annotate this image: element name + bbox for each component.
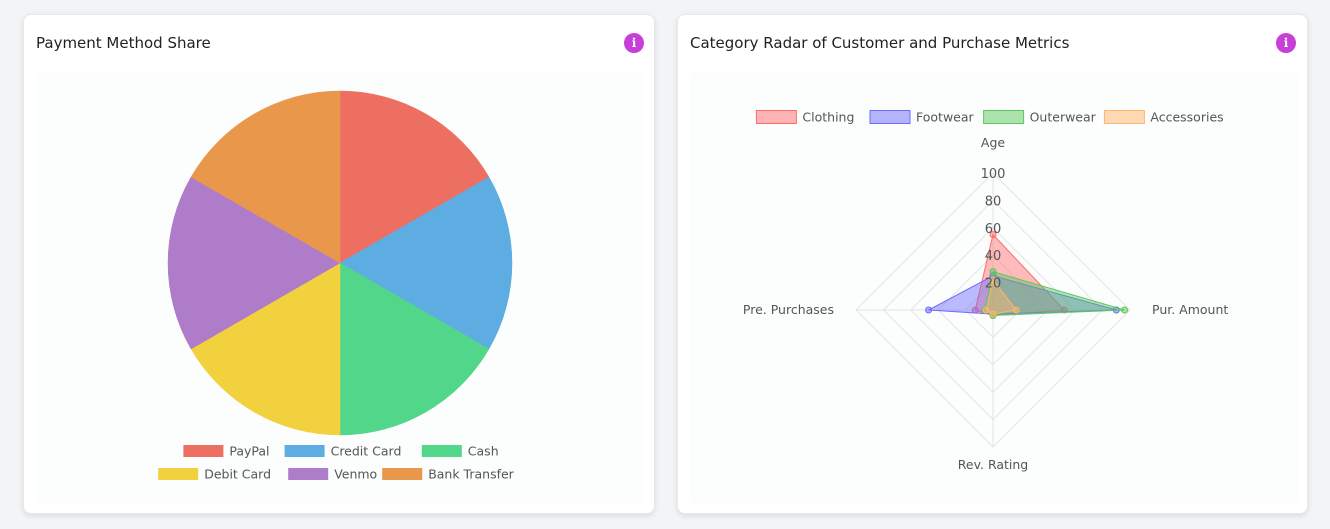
radar-point-footwear[interactable] (925, 306, 933, 314)
legend-label-bank-transfer[interactable]: Bank Transfer (428, 467, 514, 482)
radar-tick-label: 80 (985, 194, 1002, 209)
category-radar-card: Category Radar of Customer and Purchase … (677, 14, 1308, 514)
radar-axis-label-pur-amount: Pur. Amount (1152, 302, 1228, 317)
legend-swatch-footwear[interactable] (869, 110, 911, 124)
radar-axis-label-age: Age (981, 135, 1005, 150)
radar-tick-label: 60 (985, 222, 1002, 237)
legend-label-venmo[interactable]: Venmo (334, 467, 377, 482)
radar-axis-label-pre-purchases: Pre. Purchases (743, 302, 834, 317)
radar-chart: 20 40 60 80 100 Age Pur. Amount Rev. Rating Pre.… (743, 110, 1229, 473)
pie-slice-cash[interactable] (339, 262, 490, 436)
legend-swatch-credit-card[interactable] (284, 445, 325, 457)
legend-label-credit-card[interactable]: Credit Card (331, 444, 402, 459)
radar-point-outerwear[interactable] (989, 268, 997, 276)
legend-swatch-cash[interactable] (421, 445, 462, 457)
legend-swatch-venmo[interactable] (288, 468, 329, 480)
radar-point-clothing[interactable] (989, 231, 997, 239)
radar-point-accessories[interactable] (989, 310, 997, 318)
pie-chart: PayPal Credit Card Cash Debit Card Venmo Bank… (158, 90, 515, 482)
legend-label-cash[interactable]: Cash (468, 444, 499, 459)
legend-swatch-paypal[interactable] (183, 445, 224, 457)
radar-chart-area: 20 40 60 80 100 Age Pur. Amount Rev. Rating Pre.… (690, 73, 1298, 503)
pie-slice-paypal[interactable] (339, 90, 490, 264)
radar-point-accessories[interactable] (989, 276, 997, 284)
legend-label-accessories[interactable]: Accessories (1150, 110, 1223, 125)
radar-point-accessories[interactable] (982, 306, 990, 314)
pie-slice-credit-card[interactable] (339, 176, 513, 350)
legend-swatch-bank-transfer[interactable] (382, 468, 423, 480)
legend-label-debit-card[interactable]: Debit Card (204, 467, 271, 482)
radar-tick-label: 20 (985, 277, 1002, 292)
legend-label-footwear[interactable]: Footwear (916, 110, 975, 125)
pie-slice-venmo[interactable] (167, 176, 341, 350)
legend-swatch-clothing[interactable] (755, 110, 797, 124)
pie-slice-bank-transfer[interactable] (190, 90, 341, 264)
legend-label-paypal[interactable]: PayPal (229, 444, 269, 459)
info-icon[interactable]: i (624, 33, 644, 53)
legend-swatch-debit-card[interactable] (158, 468, 199, 480)
pie-chart-area: PayPal Credit Card Cash Debit Card Venmo Bank… (36, 73, 644, 503)
legend-swatch-outerwear[interactable] (983, 110, 1025, 124)
pie-chart-title: Payment Method Share (36, 34, 211, 52)
radar-point-outerwear[interactable] (1121, 306, 1129, 314)
radar-axis-label-rev-rating: Rev. Rating (958, 457, 1029, 472)
legend-label-outerwear[interactable]: Outerwear (1030, 110, 1097, 125)
info-icon[interactable]: i (1276, 33, 1296, 53)
radar-tick-label: 40 (985, 249, 1002, 264)
radar-point-accessories[interactable] (1012, 306, 1020, 314)
radar-chart-title: Category Radar of Customer and Purchase … (690, 34, 1070, 52)
radar-tick-label: 100 (981, 167, 1006, 182)
legend-swatch-accessories[interactable] (1103, 110, 1145, 124)
payment-method-card: Payment Method Share i PayPal Credit Card… (23, 14, 655, 514)
pie-slice-debit-card[interactable] (190, 262, 341, 436)
legend-label-clothing[interactable]: Clothing (802, 110, 854, 125)
